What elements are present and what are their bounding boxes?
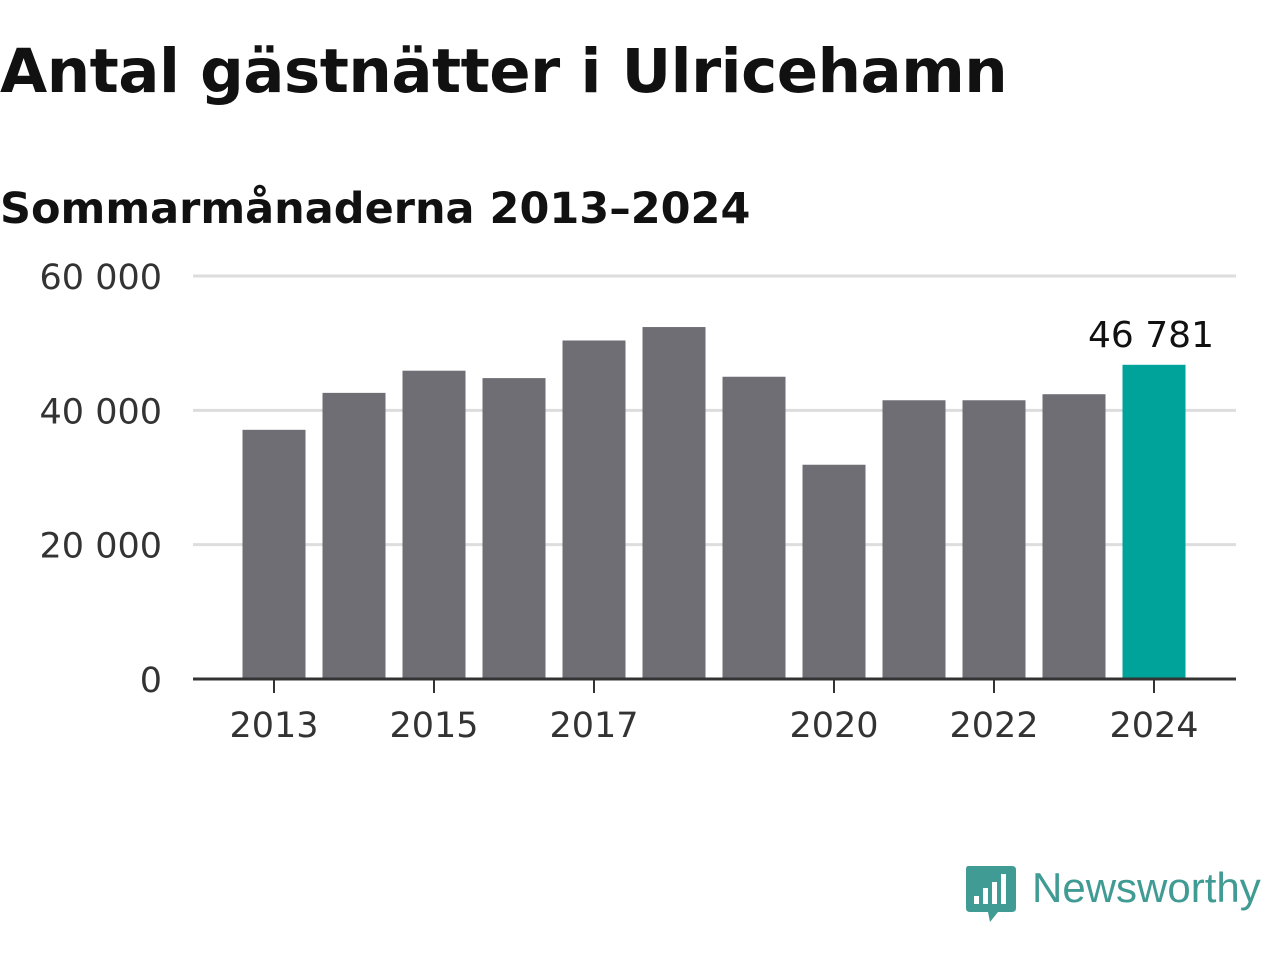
bar [242,429,306,679]
bar [802,464,866,679]
bar [722,376,786,679]
newsworthy-wordmark: Newsworthy [1032,864,1261,911]
chart-subtitle: Sommarmånaderna 2013–2024 [0,184,751,234]
newsworthy-bar-chart-icon [966,866,1016,922]
chart-title: Antal gästnätter i Ulricehamn [0,36,1008,107]
data-label: 46 781 [1088,315,1214,356]
x-tick-label: 2024 [1109,706,1198,746]
y-tick-label: 20 000 [40,527,162,567]
x-tick-label: 2013 [229,706,318,746]
bar [562,340,626,679]
bar [402,370,466,679]
bar [322,392,386,679]
y-tick-label: 40 000 [40,392,162,432]
x-tick-label: 2017 [549,706,638,746]
newsworthy-logo: Newsworthy [964,864,1280,928]
bar [1042,394,1106,679]
bar-highlight [1122,364,1186,679]
bar [882,400,946,679]
x-tick-label: 2015 [389,706,478,746]
x-tick-label: 2022 [949,706,1038,746]
x-tick-label: 2020 [789,706,878,746]
y-tick-label: 60 000 [40,258,162,298]
bar [962,400,1026,679]
bar [642,327,706,679]
y-tick-label: 0 [140,661,162,701]
bar [482,378,546,679]
